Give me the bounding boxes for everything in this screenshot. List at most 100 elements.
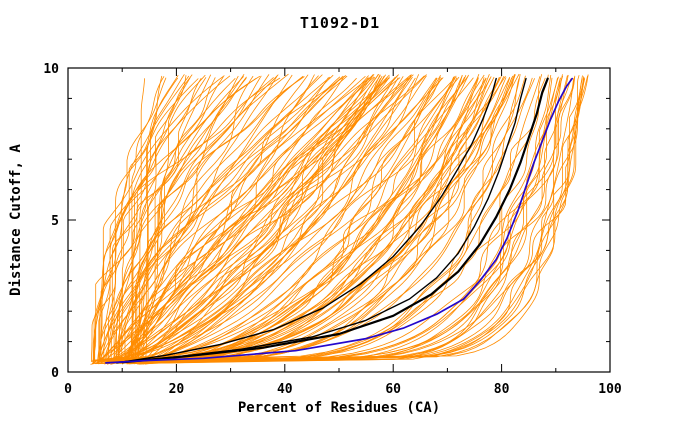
ensemble-curve [92, 76, 413, 361]
y-tick-label: 0 [51, 366, 59, 381]
ensemble-curve [128, 76, 404, 363]
x-tick-label: 100 [598, 382, 622, 397]
ensemble-curve [127, 75, 254, 364]
x-tick-label: 60 [385, 382, 401, 397]
ensemble-curve [120, 74, 374, 364]
ensemble-curve [112, 75, 457, 362]
ensemble-curve [123, 77, 390, 361]
ensemble-curve [145, 77, 202, 362]
ensemble-curve [92, 77, 191, 364]
ensemble-curve [112, 77, 179, 364]
ensemble-curve [139, 76, 559, 362]
ensemble-curve [138, 75, 463, 365]
ensemble-curve [134, 78, 145, 362]
ensemble-curve [92, 77, 575, 362]
ensemble-curve [121, 74, 390, 364]
ensemble-curve [124, 77, 412, 361]
ensemble-curve [143, 75, 467, 361]
ensemble-curve [96, 76, 455, 361]
ensemble-curve [94, 77, 399, 362]
ensemble-curve [143, 78, 583, 361]
ensemble-curve [100, 77, 329, 364]
ensemble-curve [126, 75, 348, 364]
ensemble-curve [149, 77, 533, 361]
ensemble-curve [99, 77, 510, 361]
ensemble-curve [140, 74, 552, 361]
ensemble-curve [104, 78, 381, 365]
ensemble-curve [91, 77, 274, 362]
ensemble-curve [97, 75, 441, 364]
highlight-black-2-curve [121, 77, 549, 364]
y-tick-label: 5 [51, 214, 59, 229]
ensemble-curve [138, 75, 526, 364]
ensemble-curve [107, 74, 185, 364]
ensemble-curve [103, 77, 553, 362]
ensemble-curve [93, 76, 455, 361]
ensemble-curve [121, 76, 305, 364]
ensemble-curve [93, 77, 257, 364]
ensemble-curve [110, 73, 289, 362]
ensemble-curve [128, 74, 270, 363]
ensemble-curve [134, 74, 381, 365]
reference-blue-curve [105, 77, 573, 364]
ensemble-curve [144, 77, 485, 362]
ensemble-curve [115, 75, 568, 362]
ensemble-curve [108, 78, 199, 361]
x-tick-label: 20 [169, 382, 185, 397]
ensemble-curve [142, 78, 368, 365]
ensemble-curve [99, 74, 469, 361]
ensemble-curve [105, 76, 541, 364]
ensemble-curve [101, 76, 505, 364]
ensemble-curve [98, 74, 412, 363]
ensemble-curve [92, 77, 281, 363]
ensemble-curve [134, 75, 469, 364]
ensemble-curve [108, 77, 585, 362]
x-tick-label: 80 [494, 382, 510, 397]
ensemble-curve [95, 75, 576, 364]
ensemble-curve [110, 74, 427, 361]
ensemble-curve [100, 74, 323, 361]
ensemble-curve [129, 77, 438, 362]
ensemble-curve [133, 74, 309, 363]
ensemble-curve [136, 78, 520, 361]
ensemble-curve [98, 75, 190, 362]
ensemble-curve [95, 77, 479, 361]
y-tick-label: 10 [43, 62, 59, 77]
ensemble-curve [128, 74, 463, 364]
ensemble-curve [123, 74, 420, 361]
ensemble-curve [136, 77, 416, 364]
ensemble-curve [111, 78, 535, 362]
ensemble-curve [106, 77, 409, 365]
ensemble-curve [98, 75, 261, 363]
ensemble-curve [118, 76, 304, 364]
ensemble-curve [117, 74, 206, 362]
ensemble-curve [126, 74, 521, 364]
ensemble-curve [117, 75, 239, 362]
x-tick-label: 40 [277, 382, 293, 397]
ensemble-curve [110, 75, 506, 364]
ensemble-curve [110, 74, 543, 363]
ensemble-curve [95, 77, 513, 364]
ensemble-curve [114, 74, 516, 363]
ensemble-curve [138, 75, 187, 362]
ensemble-curve [128, 77, 507, 365]
ensemble-curve [137, 78, 561, 361]
ensemble-curve [102, 74, 515, 361]
highlight-black-1-curve [116, 77, 497, 364]
highlight-black-3-curve [116, 77, 527, 363]
ensemble-curve [91, 78, 586, 362]
ensemble-curve [100, 77, 167, 363]
ensemble-curve [133, 76, 465, 364]
chart-title: T1092-D1 [299, 14, 381, 32]
ensemble-curve [117, 75, 304, 362]
ensemble-curve [91, 77, 437, 364]
ensemble-curve [137, 74, 334, 361]
x-tick-label: 0 [64, 382, 72, 397]
ensemble-curve [140, 74, 485, 365]
ensemble-curve [137, 77, 500, 363]
ensemble-curve [139, 76, 441, 365]
ensemble-curve [137, 77, 216, 360]
ensemble-curve [95, 75, 425, 365]
